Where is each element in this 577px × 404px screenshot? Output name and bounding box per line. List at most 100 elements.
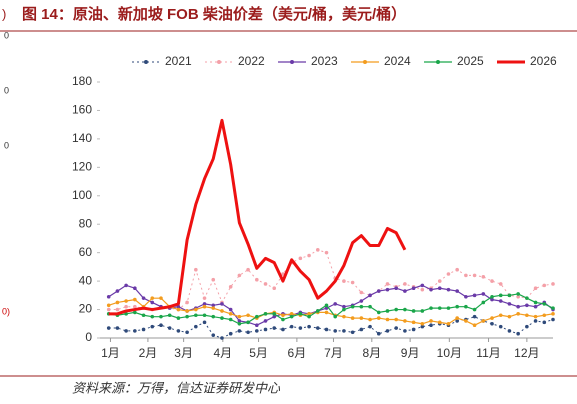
series-point	[289, 324, 294, 329]
legend-marker	[217, 60, 221, 64]
series-point	[176, 307, 181, 312]
series-point	[403, 307, 407, 312]
series-point	[533, 300, 538, 305]
series-point	[255, 329, 259, 333]
series-point	[159, 296, 163, 300]
series-point	[272, 312, 277, 316]
series-point	[507, 314, 512, 319]
series-point	[368, 304, 372, 309]
series-point	[324, 327, 329, 332]
series-point	[167, 313, 172, 318]
series-point	[246, 267, 250, 272]
x-tick-label: 2月	[139, 346, 158, 360]
series-point	[403, 319, 407, 323]
series-point	[246, 320, 250, 325]
series-point	[507, 329, 512, 333]
series-point	[133, 329, 137, 333]
series-point	[342, 314, 346, 319]
series-point	[411, 320, 416, 325]
series-point	[551, 317, 555, 322]
series-point	[194, 313, 198, 318]
series-line	[108, 297, 554, 326]
x-tick-label: 11月	[476, 346, 500, 360]
legend-label: 2021	[165, 54, 192, 68]
y-tick-label: 60	[79, 245, 93, 259]
series-point	[507, 293, 512, 298]
legend-label: 2023	[311, 54, 338, 68]
series-point	[420, 321, 425, 326]
series-point	[551, 282, 555, 286]
series-point	[324, 303, 329, 308]
series-point	[472, 314, 477, 319]
series-point	[498, 299, 503, 303]
series-point	[350, 304, 355, 309]
series-point	[106, 307, 111, 312]
series-point	[455, 289, 459, 293]
series-point	[446, 321, 451, 326]
series-point	[307, 314, 311, 319]
series-point	[403, 289, 407, 293]
series-point	[376, 331, 381, 336]
series-point	[376, 310, 381, 315]
series-point	[533, 319, 538, 323]
series-point	[255, 314, 259, 319]
series-point	[167, 326, 172, 330]
y-tick-label: 80	[79, 216, 93, 230]
y-tick-label: 40	[79, 273, 93, 287]
series-point	[115, 289, 120, 293]
series-point	[324, 250, 329, 255]
series-point	[350, 280, 355, 285]
series-point	[385, 329, 390, 333]
series-line	[108, 316, 554, 339]
series-point	[281, 317, 285, 322]
y-tick-label: 0	[85, 330, 92, 344]
series-point	[350, 330, 355, 335]
series-point	[498, 282, 503, 286]
edge-fragment: )	[2, 6, 6, 21]
series-point	[472, 293, 477, 298]
series-point	[490, 321, 494, 326]
series-point	[202, 313, 207, 318]
edge-fragment: 0	[4, 85, 9, 95]
series-point	[237, 319, 242, 323]
series-point	[150, 296, 155, 300]
series-point	[255, 277, 259, 282]
series-point	[228, 331, 233, 336]
series-point	[237, 329, 242, 333]
series-line	[108, 284, 554, 326]
y-tick-label: 180	[72, 74, 92, 88]
series-point	[385, 287, 390, 292]
series-point	[446, 306, 451, 310]
series-point	[333, 329, 338, 333]
series-point	[385, 282, 390, 286]
series-point	[289, 312, 294, 316]
y-tick-label: 160	[72, 103, 92, 117]
series-point	[429, 287, 433, 292]
series-point	[281, 272, 285, 276]
series-point	[551, 306, 555, 310]
series-point	[298, 312, 303, 316]
series-point	[359, 327, 364, 332]
series-point	[281, 313, 285, 318]
series-point	[533, 314, 538, 319]
series-point	[446, 287, 451, 292]
series-point	[315, 248, 320, 252]
series-point	[228, 317, 233, 322]
series-point	[394, 317, 398, 322]
series-point	[133, 297, 137, 302]
series-point	[194, 324, 198, 329]
series-point	[124, 283, 128, 288]
series-point	[298, 256, 303, 261]
series-point	[420, 324, 425, 329]
series-point	[220, 309, 224, 313]
series-point	[220, 316, 224, 320]
series-point	[490, 294, 494, 299]
x-tick-label: 12月	[514, 346, 539, 360]
series-point	[542, 283, 547, 288]
series-point	[185, 300, 189, 305]
series-point	[342, 307, 346, 312]
series-point	[115, 326, 120, 330]
series-point	[342, 329, 346, 333]
series-point	[455, 267, 459, 272]
series-point	[211, 333, 216, 337]
